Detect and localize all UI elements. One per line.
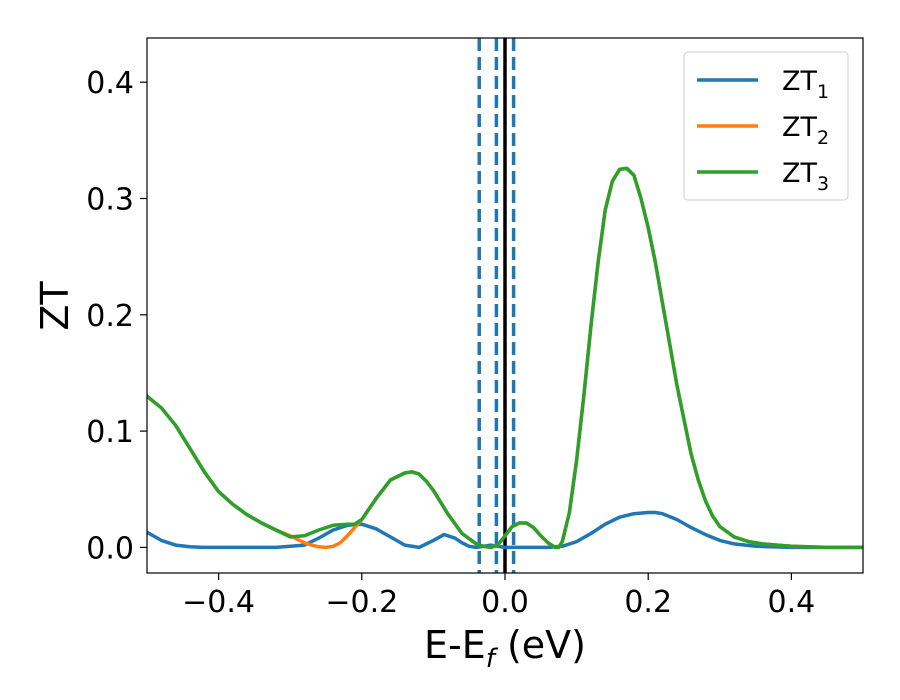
x-tick-label: −0.2 — [325, 585, 398, 620]
x-tick-label: 0.0 — [481, 585, 529, 620]
x-tick-label: 0.4 — [768, 585, 816, 620]
series-lines — [147, 166, 863, 550]
x-axis-label: E-Ef (eV) — [424, 623, 586, 674]
legend-label-2: ZT2 — [782, 112, 829, 149]
vertical-reference-lines — [477, 38, 516, 573]
legend-entries: ZT1 ZT2 ZT3 — [697, 66, 829, 195]
y-axis-label: ZT — [33, 281, 77, 331]
legend-box — [683, 51, 849, 201]
legend: ZT1 ZT2 ZT3 — [683, 51, 849, 201]
y-axis-ticks: 0.0 0.1 0.2 0.3 0.4 — [86, 66, 147, 566]
x-tick-label: −0.4 — [182, 585, 255, 620]
y-tick-label: 0.3 — [86, 183, 134, 218]
legend-label-3: ZT3 — [782, 158, 829, 195]
y-tick-label: 0.0 — [86, 531, 134, 566]
x-axis-ticks: −0.4 −0.2 0.0 0.2 0.4 — [182, 573, 815, 620]
legend-label-1: ZT1 — [782, 66, 829, 103]
series-line-3 — [147, 166, 863, 550]
y-tick-label: 0.4 — [86, 66, 134, 101]
x-tick-label: 0.2 — [624, 585, 672, 620]
y-tick-label: 0.2 — [86, 299, 134, 334]
y-tick-label: 0.1 — [86, 415, 134, 450]
x-axis-label-unit: (eV) — [495, 623, 586, 667]
